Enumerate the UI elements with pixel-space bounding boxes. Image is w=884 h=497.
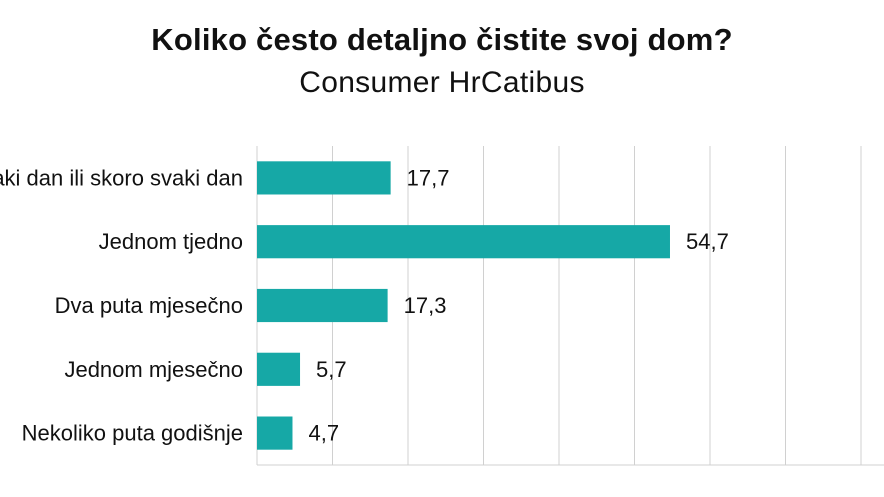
bar xyxy=(257,416,293,450)
category-label: Dva puta mjesečno xyxy=(55,293,243,318)
chart-subtitle: Consumer HrCatibus xyxy=(299,66,585,99)
data-label: 17,3 xyxy=(404,293,447,318)
bar xyxy=(257,161,391,195)
category-label: Jednom mjesečno xyxy=(64,357,243,382)
bar xyxy=(257,288,388,323)
bar xyxy=(257,352,301,386)
data-label: 5,7 xyxy=(316,357,347,382)
category-label: Nekoliko puta godišnje xyxy=(22,421,243,446)
bars xyxy=(257,161,670,450)
data-label: 4,7 xyxy=(308,421,339,446)
category-label: Jednom tjedno xyxy=(99,229,243,254)
chart-title: Koliko često detaljno čistite svoj dom? xyxy=(151,22,733,57)
bar xyxy=(257,225,670,259)
data-label: 54,7 xyxy=(686,229,729,254)
gridlines xyxy=(256,146,884,466)
category-label: Svaki dan ili skoro svaki dan xyxy=(0,165,243,190)
data-label: 17,7 xyxy=(407,165,450,190)
labels: Svaki dan ili skoro svaki dan 17,7 Jednom … xyxy=(0,165,729,445)
